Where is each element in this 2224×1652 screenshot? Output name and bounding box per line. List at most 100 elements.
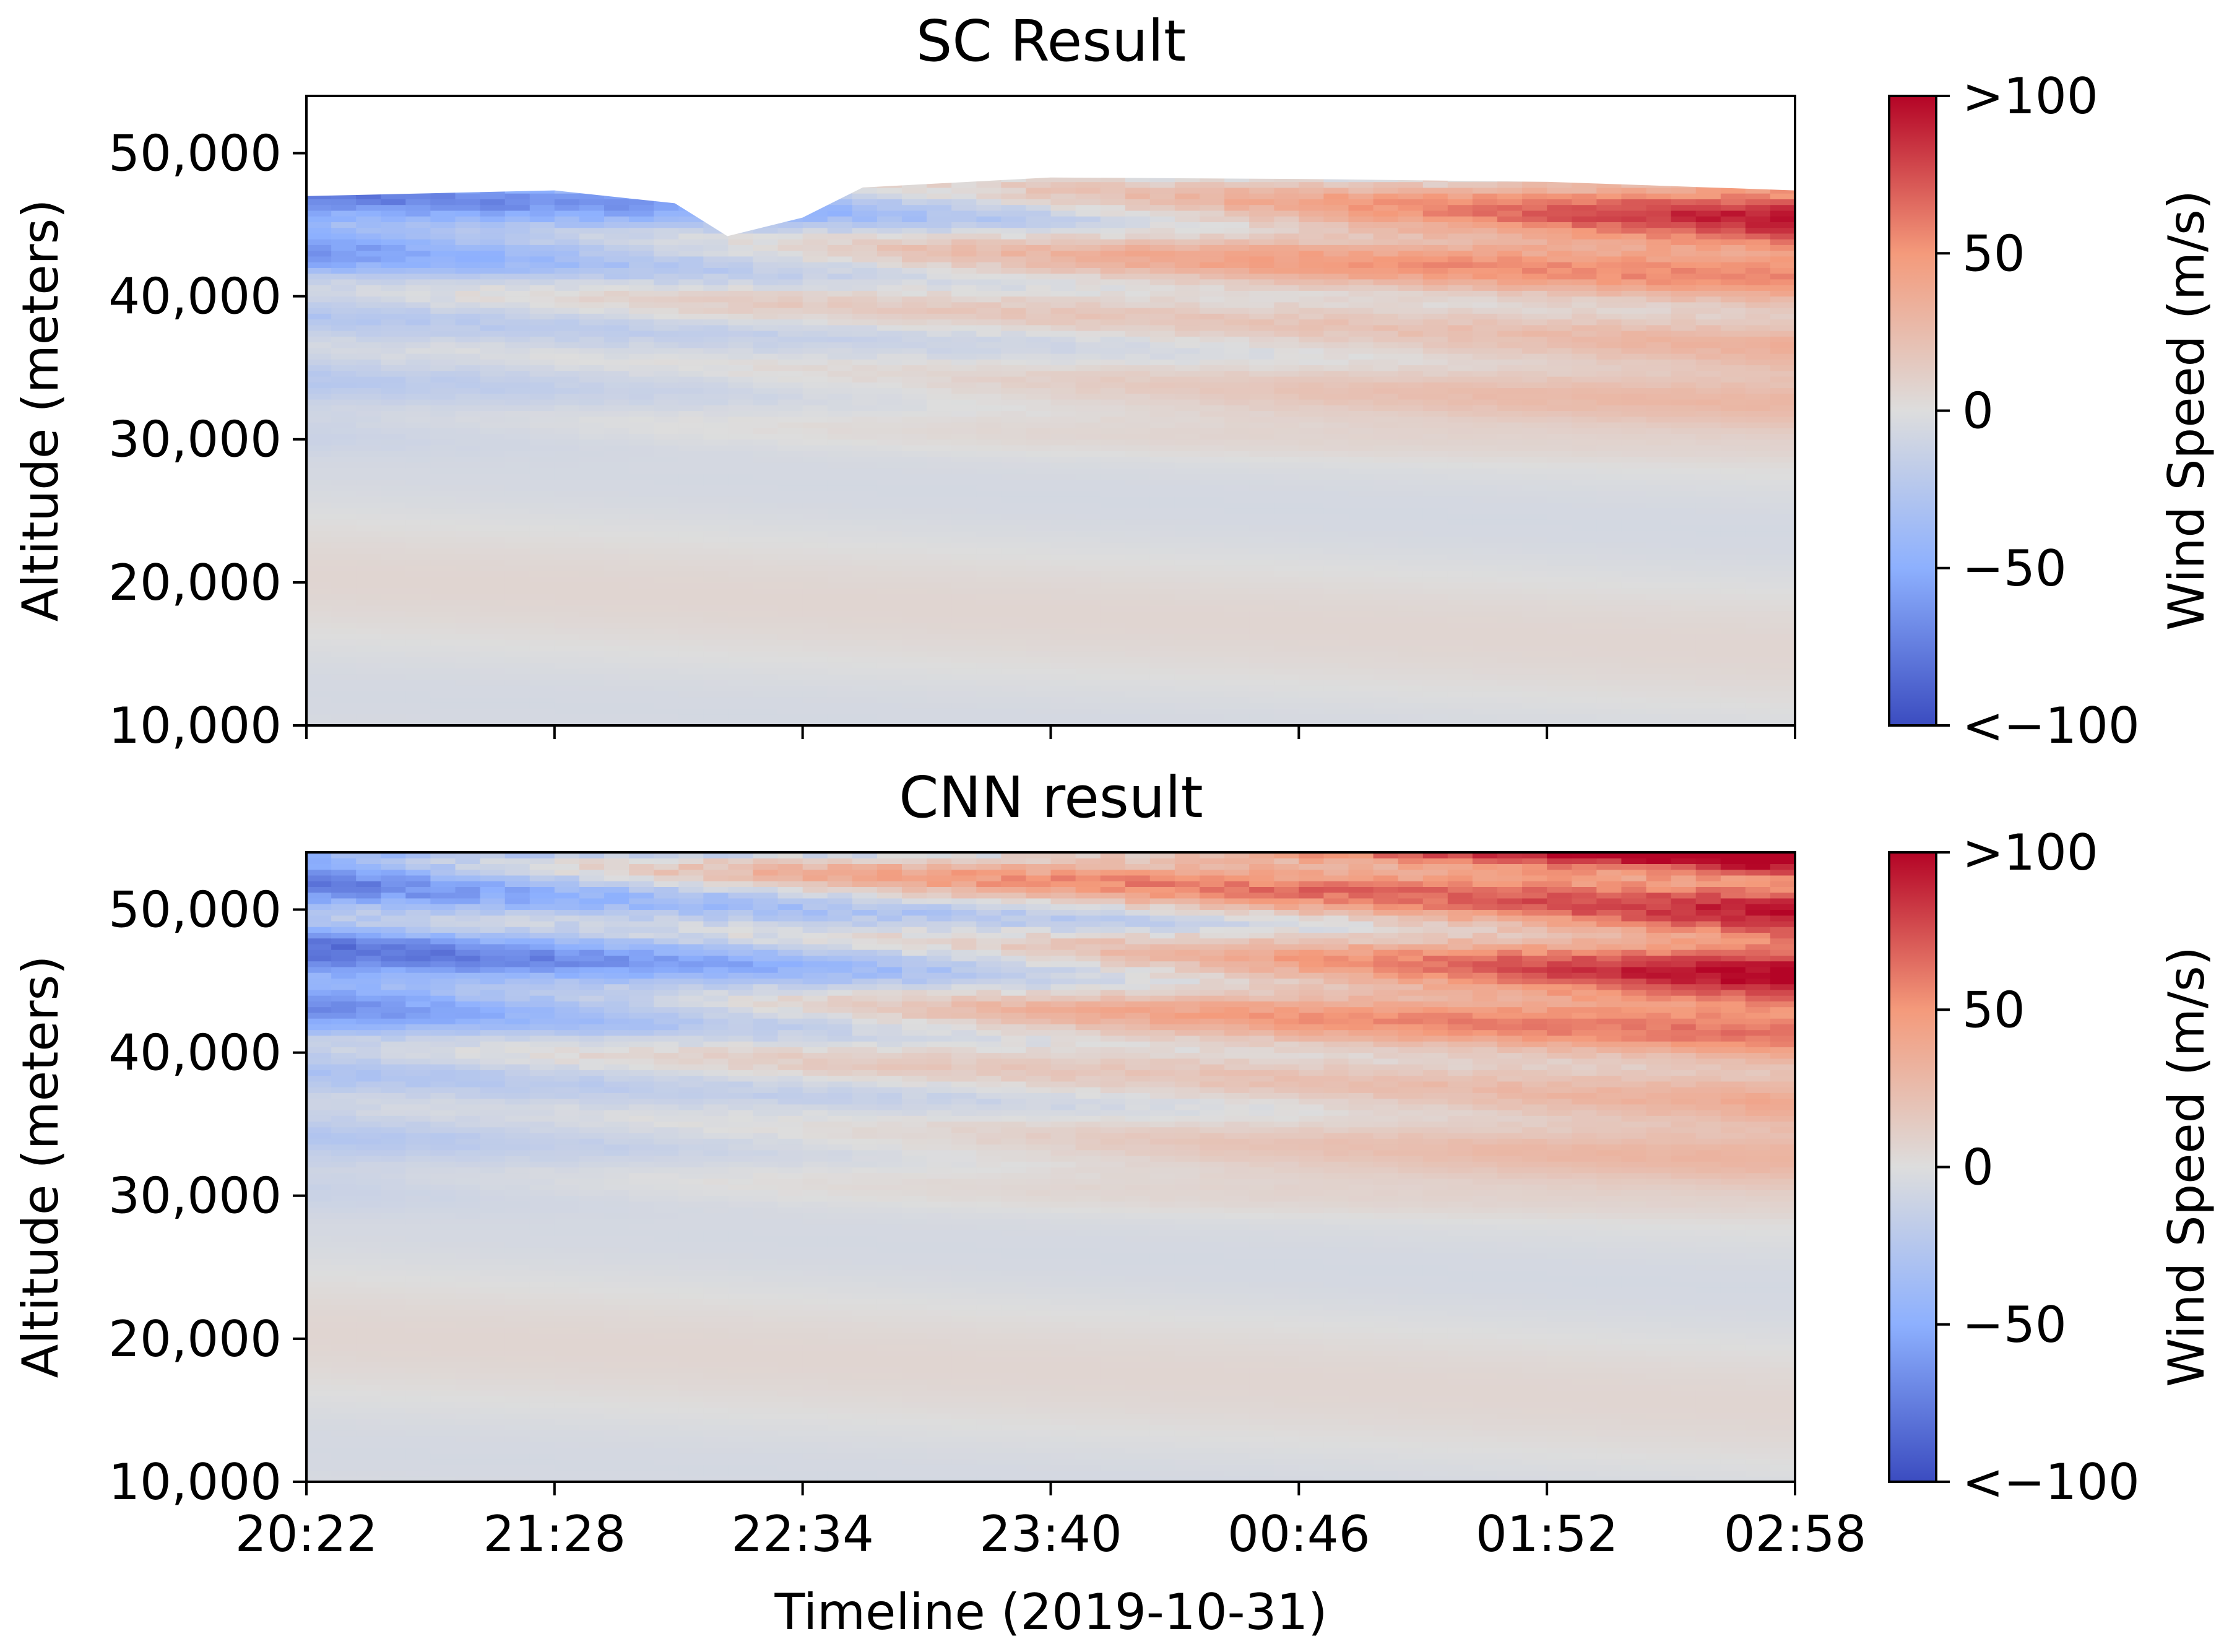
heatmap-cell xyxy=(802,370,828,377)
heatmap-cell xyxy=(777,376,803,383)
heatmap-cell xyxy=(554,559,580,566)
heatmap-cell xyxy=(753,628,779,634)
heatmap-cell xyxy=(1224,359,1250,366)
heatmap-cell xyxy=(1572,582,1597,589)
heatmap-cell xyxy=(1422,290,1448,297)
heatmap-cell xyxy=(1770,428,1796,434)
heatmap-cell xyxy=(703,708,729,715)
heatmap-cell xyxy=(802,428,828,434)
heatmap-cell xyxy=(654,279,679,285)
heatmap-cell xyxy=(1695,685,1721,692)
heatmap-cell xyxy=(1671,462,1697,469)
heatmap-cell xyxy=(1050,387,1076,394)
heatmap-cell xyxy=(1447,416,1473,423)
heatmap-cell xyxy=(976,639,1002,646)
heatmap-cell xyxy=(629,296,654,303)
heatmap-cell xyxy=(1149,496,1175,503)
heatmap-cell xyxy=(802,296,828,303)
heatmap-cell xyxy=(356,691,381,698)
heatmap-cell xyxy=(1422,462,1448,469)
heatmap-cell xyxy=(1075,256,1101,262)
heatmap-cell xyxy=(1572,680,1597,686)
heatmap-cell xyxy=(1770,519,1796,525)
heatmap-cell xyxy=(927,634,952,640)
heatmap-cell xyxy=(1621,405,1647,412)
heatmap-cell xyxy=(529,331,555,337)
heatmap-cell xyxy=(430,393,456,400)
heatmap-cell xyxy=(876,502,902,509)
heatmap-cell xyxy=(554,370,580,377)
heatmap-cell xyxy=(1373,439,1399,446)
heatmap-cell xyxy=(1149,622,1175,629)
heatmap-cell xyxy=(1174,353,1200,360)
heatmap-cell xyxy=(1050,496,1076,503)
heatmap-cell xyxy=(1745,651,1771,657)
heatmap-cell xyxy=(1249,273,1274,280)
heatmap-cell xyxy=(554,462,580,469)
heatmap-cell xyxy=(430,439,456,446)
heatmap-cell xyxy=(1050,485,1076,491)
heatmap-cell xyxy=(1249,628,1274,634)
heatmap-cell xyxy=(1125,370,1151,377)
heatmap-cell xyxy=(331,525,357,532)
heatmap-cell xyxy=(1522,628,1547,634)
heatmap-cell xyxy=(1174,331,1200,337)
heatmap-cell xyxy=(1447,382,1473,389)
heatmap-cell xyxy=(554,662,580,669)
heatmap-cell xyxy=(1572,410,1597,417)
heatmap-cell xyxy=(777,439,803,446)
heatmap-cell xyxy=(1695,433,1721,440)
heatmap-cell xyxy=(579,250,605,257)
heatmap-cell xyxy=(1472,548,1498,555)
heatmap-cell xyxy=(1547,370,1572,377)
heatmap-cell xyxy=(381,331,406,337)
heatmap-cell xyxy=(480,451,506,457)
heatmap-cell xyxy=(1026,525,1052,532)
heatmap-cell xyxy=(802,571,828,577)
heatmap-cell xyxy=(976,422,1002,428)
heatmap-cell xyxy=(1745,451,1771,457)
heatmap-cell xyxy=(678,474,704,480)
heatmap-cell xyxy=(554,485,580,491)
heatmap-cell xyxy=(1050,428,1076,434)
heatmap-cell xyxy=(579,708,605,715)
heatmap-cell xyxy=(976,565,1002,571)
heatmap-cell xyxy=(654,651,679,657)
heatmap-cell xyxy=(1299,290,1324,297)
heatmap-cell xyxy=(1472,571,1498,577)
heatmap-cell xyxy=(802,273,828,280)
heatmap-cell xyxy=(1249,582,1274,589)
heatmap-cell xyxy=(604,616,630,623)
heatmap-cell xyxy=(1522,451,1547,457)
heatmap-cell xyxy=(504,387,530,394)
heatmap-cell xyxy=(1398,719,1424,726)
heatmap-cell xyxy=(902,559,927,566)
heatmap-cell xyxy=(381,416,406,423)
heatmap-cell xyxy=(1224,628,1250,634)
heatmap-cell xyxy=(1149,594,1175,600)
heatmap-cell xyxy=(1447,708,1473,715)
heatmap-cell xyxy=(1572,474,1597,480)
heatmap-cell xyxy=(1249,468,1274,474)
heatmap-cell xyxy=(876,273,902,280)
heatmap-cell xyxy=(1200,433,1225,440)
heatmap-cell xyxy=(1125,576,1151,583)
heatmap-cell xyxy=(1547,616,1572,623)
heatmap-cell xyxy=(1050,708,1076,715)
heatmap-cell xyxy=(703,691,729,698)
heatmap-cell xyxy=(1547,508,1572,514)
heatmap-cell xyxy=(1770,508,1796,514)
heatmap-cell xyxy=(405,622,431,629)
heatmap-cell xyxy=(1200,468,1225,474)
heatmap-cell xyxy=(1472,376,1498,383)
heatmap-cell xyxy=(1026,622,1052,629)
heatmap-cell xyxy=(1001,719,1026,726)
heatmap-cell xyxy=(1050,376,1076,383)
heatmap-cell xyxy=(1075,542,1101,548)
heatmap-cell xyxy=(1299,502,1324,509)
heatmap-cell xyxy=(331,462,357,469)
heatmap-cell xyxy=(678,331,704,337)
heatmap-cell xyxy=(579,565,605,571)
heatmap-cell xyxy=(455,468,481,474)
heatmap-cell xyxy=(331,376,357,383)
